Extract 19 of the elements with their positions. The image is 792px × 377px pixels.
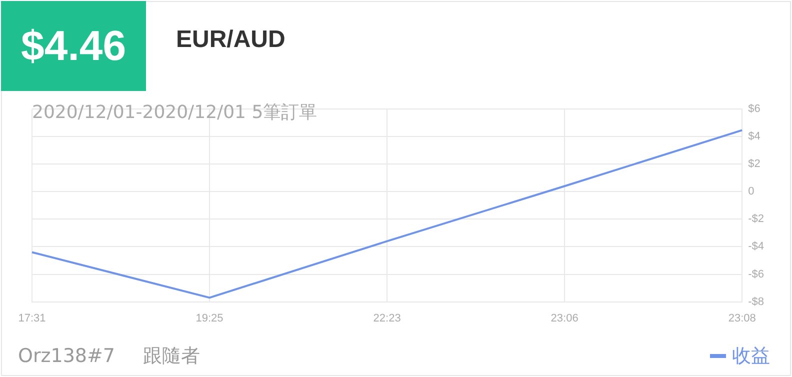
x-tick-label: 19:25 — [196, 312, 224, 324]
chart-title: $4.46 — [1, 1, 146, 91]
y-tick-label: -$2 — [748, 213, 764, 226]
y-tick-label: -$4 — [748, 240, 764, 253]
legend-label: 收益 — [732, 344, 770, 369]
x-tick-label: 23:08 — [728, 312, 756, 324]
x-tick-label: 22:23 — [373, 312, 401, 324]
y-tick-label: -$6 — [748, 268, 764, 280]
x-tick-label: 17:31 — [18, 312, 46, 324]
x-tick-label: 23:06 — [550, 312, 578, 324]
y-tick-label: $2 — [748, 158, 760, 170]
annotation: 2020/12/01-2020/12/01 5筆訂單 — [32, 101, 318, 124]
y-tick-label: 0 — [748, 186, 754, 198]
text: 跟隨者 — [143, 345, 200, 367]
text: Orz138#7 — [18, 345, 116, 367]
y-tick-label: -$8 — [748, 296, 764, 308]
y-tick-label: $4 — [748, 130, 760, 143]
chart-subtitle: EUR/AUD — [176, 26, 286, 54]
y-tick-label: $6 — [748, 103, 760, 116]
